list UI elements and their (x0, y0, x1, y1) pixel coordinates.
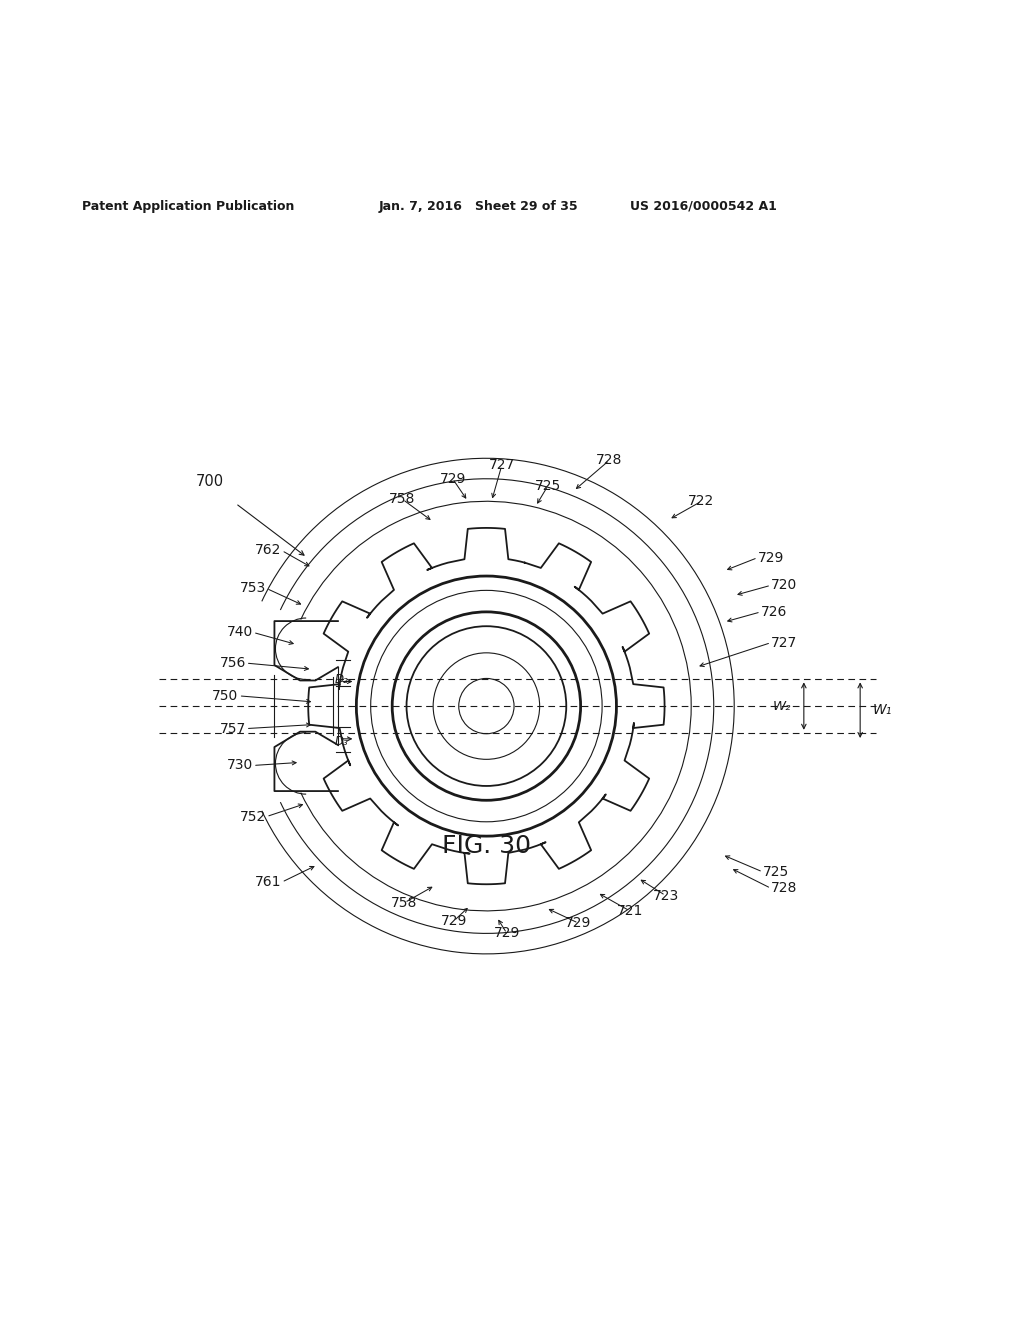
Text: Jan. 7, 2016   Sheet 29 of 35: Jan. 7, 2016 Sheet 29 of 35 (379, 199, 579, 213)
Text: D₂: D₂ (335, 673, 348, 686)
Text: D₃: D₃ (335, 735, 348, 748)
Text: 726: 726 (761, 605, 787, 619)
Text: 740: 740 (226, 626, 253, 639)
Text: W₁: W₁ (872, 704, 892, 717)
Text: 729: 729 (440, 915, 467, 928)
Text: 720: 720 (771, 578, 798, 593)
Text: 729: 729 (758, 550, 784, 565)
Text: Patent Application Publication: Patent Application Publication (82, 199, 294, 213)
Text: 725: 725 (763, 865, 790, 879)
Text: 753: 753 (240, 581, 266, 595)
Text: 758: 758 (389, 492, 416, 507)
Text: 752: 752 (240, 809, 266, 824)
Text: 730: 730 (226, 759, 253, 772)
Text: 728: 728 (596, 453, 623, 467)
Text: W₂: W₂ (773, 700, 792, 713)
Text: 762: 762 (255, 544, 282, 557)
Text: 750: 750 (212, 689, 239, 702)
Text: 756: 756 (219, 656, 246, 671)
Text: 758: 758 (391, 896, 418, 909)
Text: 700: 700 (196, 474, 224, 488)
Text: 727: 727 (771, 636, 798, 649)
Text: 729: 729 (565, 916, 592, 931)
Text: 761: 761 (255, 875, 282, 890)
Text: US 2016/0000542 A1: US 2016/0000542 A1 (630, 199, 776, 213)
Text: 723: 723 (652, 888, 679, 903)
Text: 757: 757 (219, 722, 246, 735)
Text: 721: 721 (616, 904, 643, 917)
Text: 725: 725 (535, 479, 561, 492)
Text: 722: 722 (688, 494, 715, 508)
Text: 729: 729 (439, 471, 466, 486)
Text: 727: 727 (488, 458, 515, 473)
Text: FIG. 30: FIG. 30 (442, 834, 530, 858)
Text: 729: 729 (494, 927, 520, 940)
Text: 728: 728 (771, 882, 798, 895)
